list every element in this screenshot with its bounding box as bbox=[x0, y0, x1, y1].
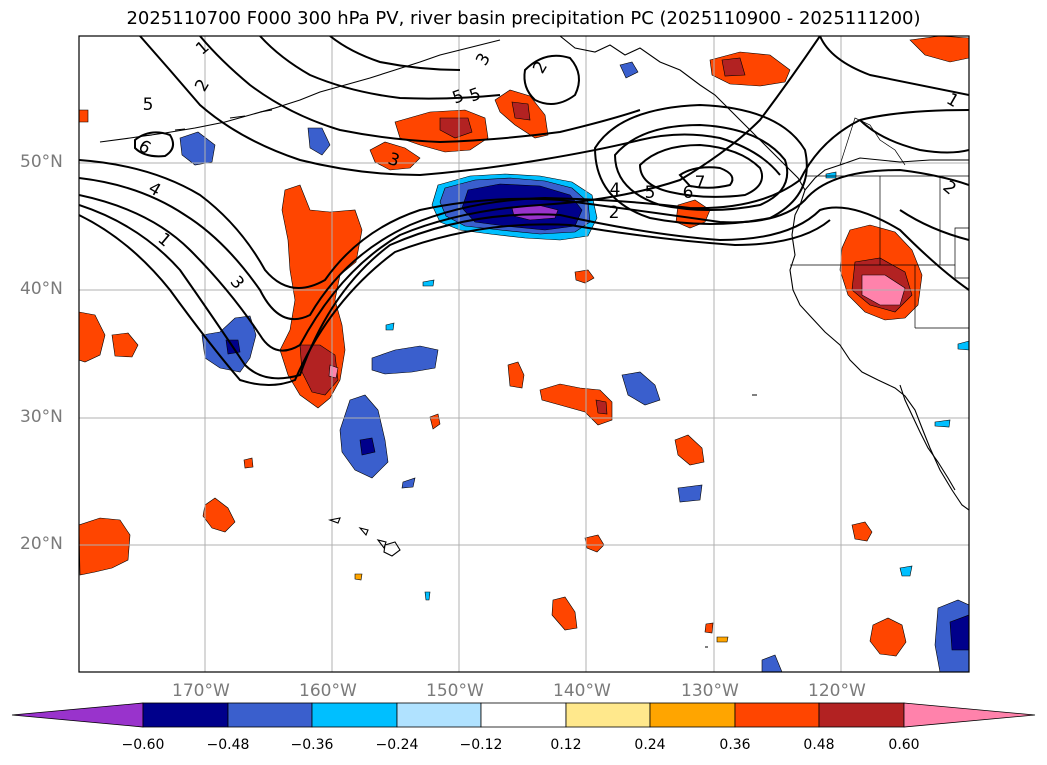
pv-contour-gulf-4 bbox=[329, 36, 461, 71]
colorbar-tick-label: −0.60 bbox=[121, 737, 165, 753]
precip-blob-west-edge-40n bbox=[79, 311, 106, 363]
pv-contour-2 bbox=[79, 109, 969, 320]
contour-label: 2 bbox=[609, 203, 620, 223]
lon-label-160w: 160°W bbox=[299, 681, 357, 701]
contour-label: 7 bbox=[695, 173, 706, 193]
lon-label-170w: 170°W bbox=[172, 681, 230, 701]
pv-contour-closed-low-2 bbox=[613, 123, 789, 211]
lat-label-40n: 40°N bbox=[20, 279, 63, 299]
colorbar-tick-label: −0.12 bbox=[459, 737, 503, 753]
pv-contour-5 bbox=[79, 214, 831, 386]
pv-contour-4 bbox=[79, 204, 969, 380]
colorbar-tick-label: 0.12 bbox=[550, 737, 582, 753]
colorbar-tick-label: 0.24 bbox=[634, 737, 666, 753]
colorbar-extend-max bbox=[903, 702, 1036, 728]
lon-label-140w: 140°W bbox=[553, 681, 611, 701]
colorbar-tick-label: 0.36 bbox=[719, 737, 751, 753]
precip-blob-west-edge-20n bbox=[79, 517, 131, 576]
lat-label-50n: 50°N bbox=[20, 152, 63, 172]
hawaii bbox=[328, 517, 401, 557]
plot-frame bbox=[78, 35, 970, 673]
political-borders bbox=[790, 117, 969, 329]
contour-label: 4 bbox=[610, 180, 621, 200]
contour-label: 5 bbox=[645, 183, 656, 203]
pv-contours bbox=[79, 36, 969, 386]
colorbar-tick-label: −0.24 bbox=[375, 737, 419, 753]
pv-contour-gulf-3 bbox=[259, 36, 501, 100]
north-america-coast bbox=[559, 36, 969, 511]
contour-label: 6 bbox=[683, 183, 694, 203]
pv-contour-west-ring bbox=[134, 131, 175, 158]
aleutian-chain bbox=[99, 39, 501, 143]
pv-contour-gulf-closed bbox=[523, 54, 580, 105]
lon-label-120w: 120°W bbox=[808, 681, 866, 701]
precip-blob-30n-mid bbox=[539, 383, 613, 426]
lat-label-20n: 20°N bbox=[20, 534, 63, 554]
colorbar-extend-min bbox=[11, 702, 144, 728]
pv-contour-closed-low-4 bbox=[678, 166, 734, 189]
pv-contour-closed-low-1 bbox=[638, 143, 764, 198]
colorbar bbox=[11, 702, 1036, 728]
colorbar-tick-label: −0.48 bbox=[206, 737, 250, 753]
precip-blob-ne-corner bbox=[909, 36, 969, 63]
colorbar-tick-label: 0.48 bbox=[803, 737, 835, 753]
contour-label: 5 bbox=[143, 95, 154, 115]
lon-label-150w: 150°W bbox=[426, 681, 484, 701]
map-title: 2025110700 F000 300 hPa PV, river basin … bbox=[126, 8, 921, 29]
pv-contour-3 bbox=[79, 159, 969, 289]
pv-contour-east bbox=[819, 36, 969, 96]
coastlines bbox=[99, 36, 969, 648]
colorbar-tick-label: −0.36 bbox=[290, 737, 334, 753]
pv-contour-1 bbox=[79, 36, 821, 352]
pv-contour-closed-low-3 bbox=[593, 103, 808, 225]
colorbar-tick-label: 0.60 bbox=[888, 737, 920, 753]
precip-neg-28n bbox=[339, 394, 389, 479]
lat-label-30n: 30°N bbox=[20, 407, 63, 427]
pv-contour-gulf-2 bbox=[199, 36, 641, 144]
lon-label-130w: 130°W bbox=[681, 681, 739, 701]
pv-contour-gulf-1 bbox=[139, 36, 781, 177]
